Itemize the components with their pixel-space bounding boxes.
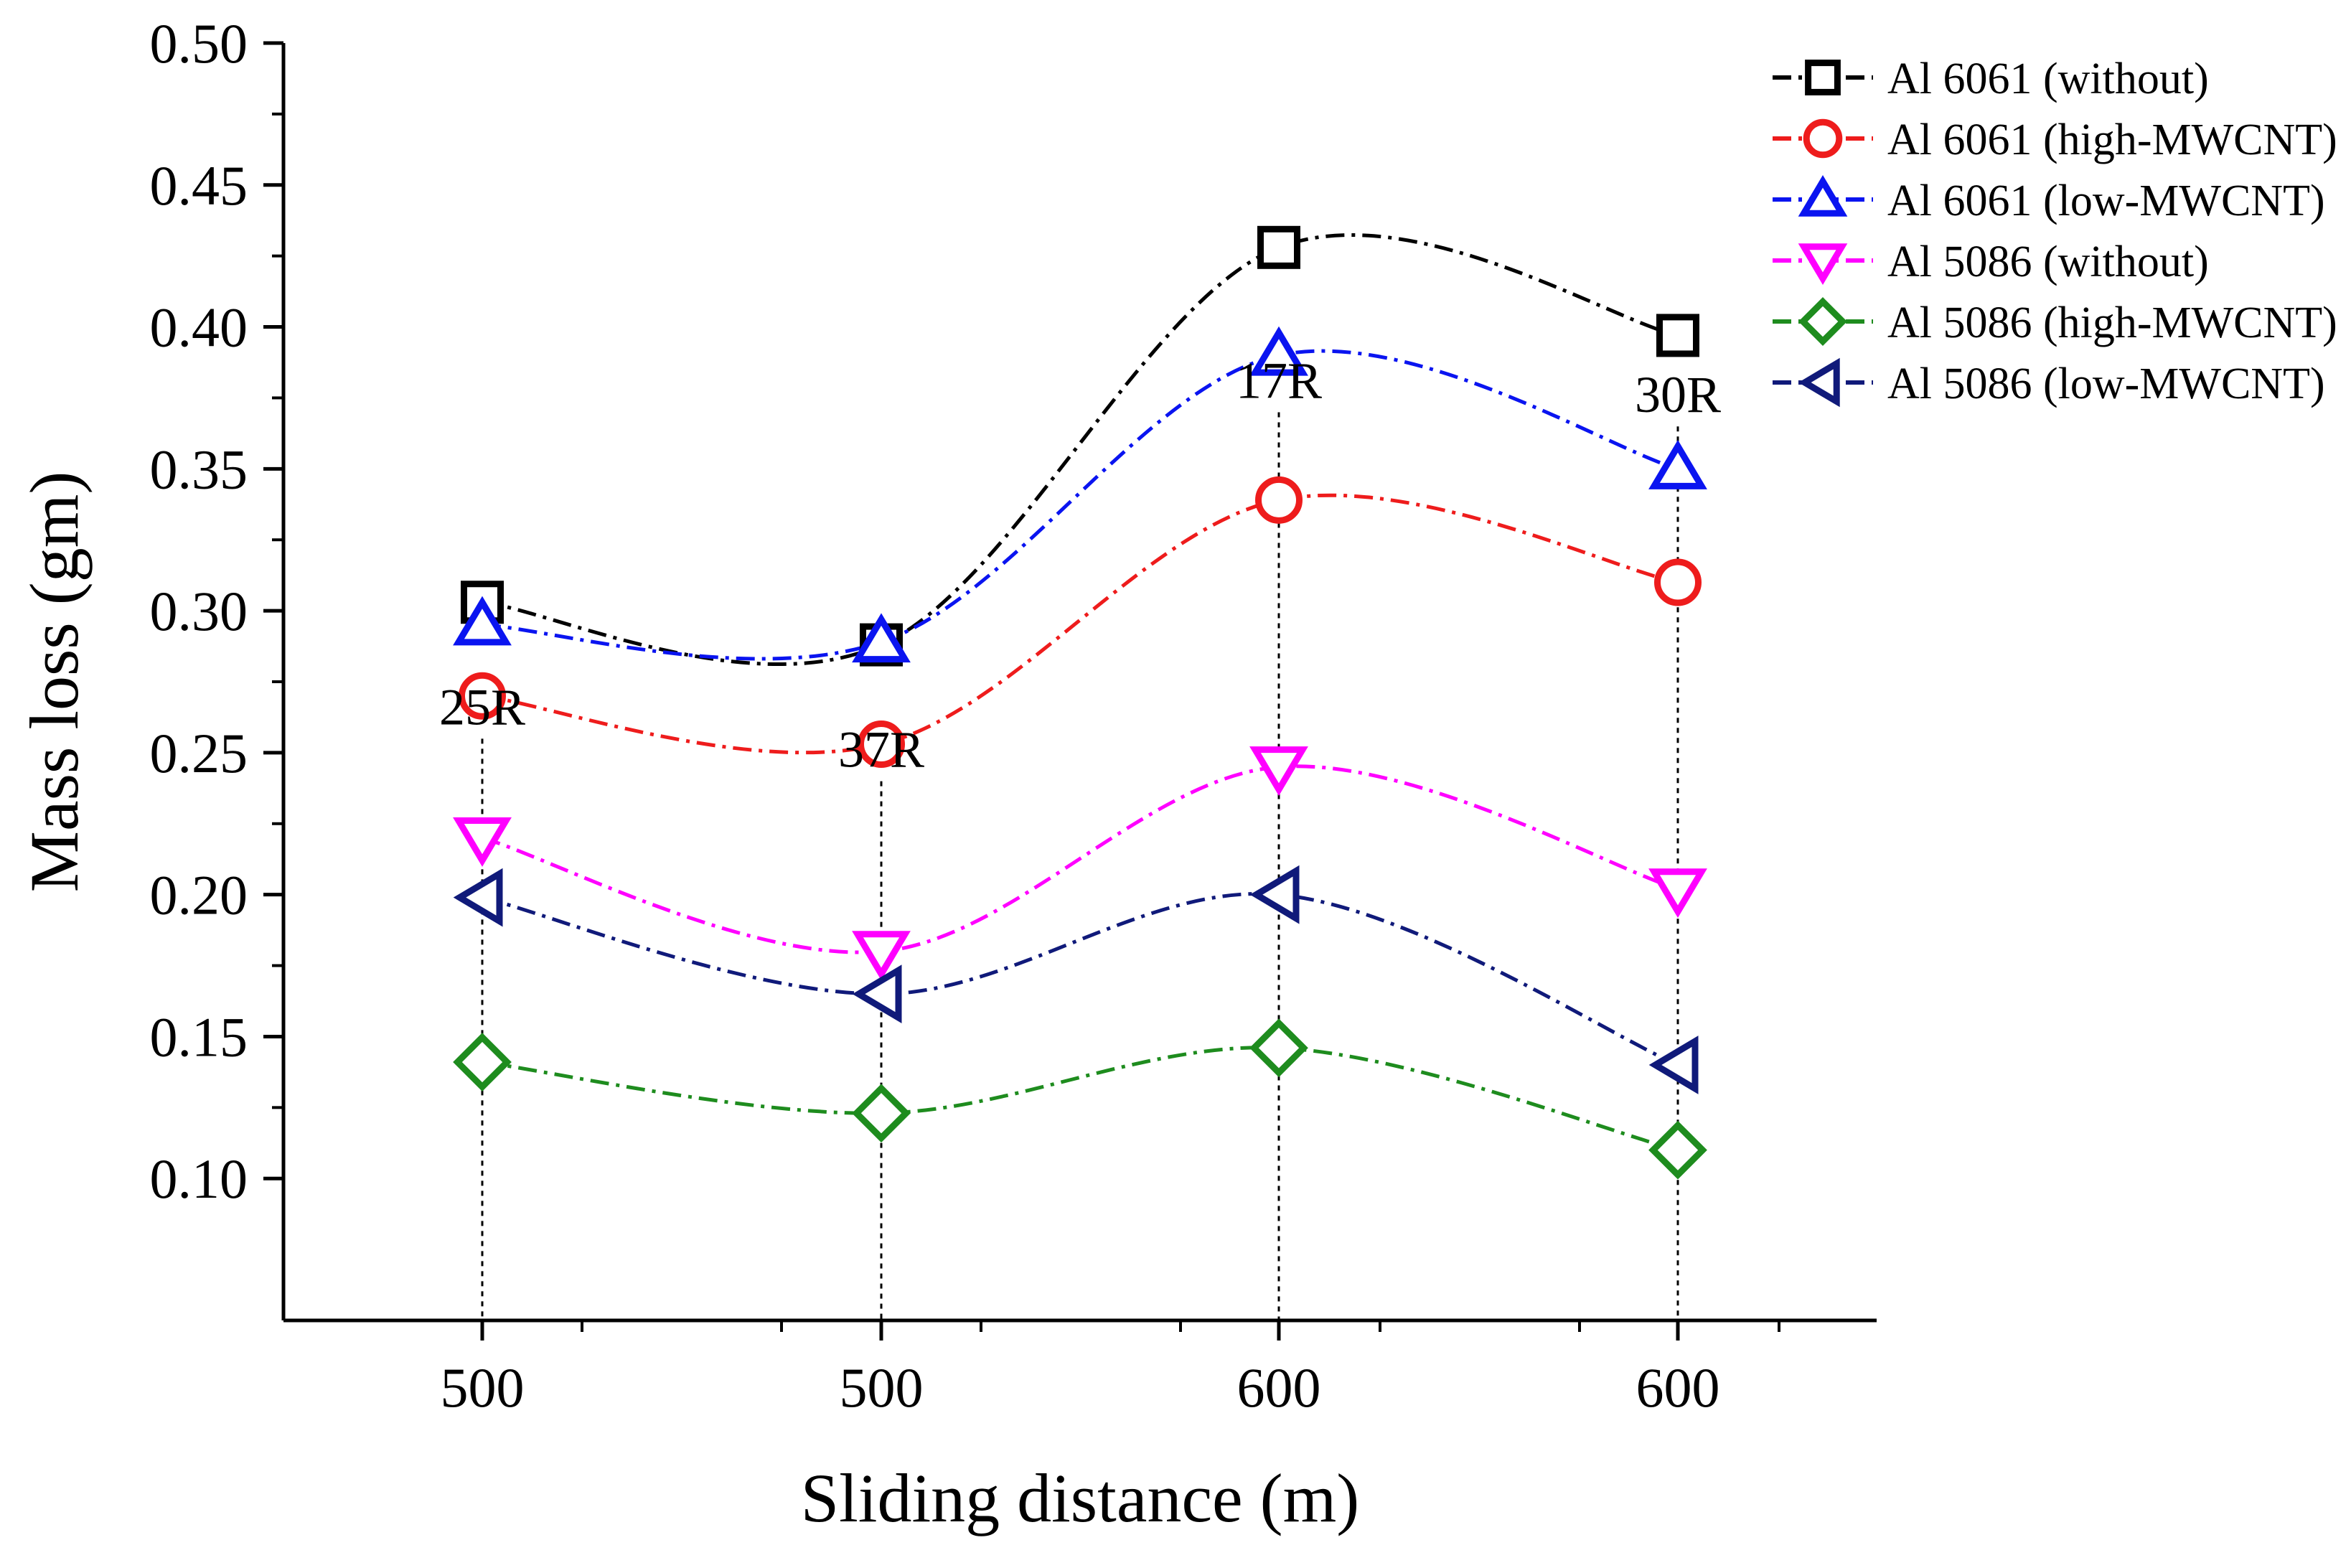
data-point (852, 613, 911, 663)
legend-marker (1805, 60, 1841, 95)
data-point (1257, 225, 1300, 269)
legend-label: Al 6061 (without) (1887, 55, 2209, 103)
y-tick-label: 0.40 (150, 296, 248, 359)
legend-marker (1798, 357, 1840, 408)
legend-label: Al 5086 (without) (1887, 238, 2209, 286)
series-line-3 (482, 764, 1679, 954)
y-tick-label: 0.30 (150, 580, 248, 642)
data-point (852, 964, 902, 1024)
data-point (1656, 314, 1699, 357)
y-axis-title: Mass loss (gm) (16, 471, 93, 893)
legend-marker (1798, 174, 1848, 217)
data-point (1648, 440, 1707, 489)
point-label: 30R (1635, 366, 1721, 423)
legend-item: Al 6061 (low-MWCNT) (1773, 174, 2325, 225)
legend-item: Al 5086 (low-MWCNT) (1773, 357, 2325, 408)
axes: 0.10 0.15 0.20 0.25 0.30 0.35 0.40 0.45 0.50 500 5… (150, 12, 1877, 1419)
data-point (453, 1033, 512, 1092)
data-point (1648, 1120, 1707, 1180)
y-tick-label: 0.50 (150, 12, 248, 75)
data-point (1249, 326, 1308, 376)
legend-label: Al 5086 (high-MWCNT) (1887, 299, 2337, 347)
y-tick-label: 0.10 (150, 1147, 248, 1210)
series-line-0 (482, 233, 1679, 667)
point-label: 37R (838, 721, 924, 779)
legend-item: Al 6061 (high-MWCNT) (1773, 116, 2337, 164)
legend-label: Al 5086 (low-MWCNT) (1887, 360, 2325, 408)
legend-marker (1798, 243, 1848, 286)
y-tick-label: 0.35 (150, 438, 248, 500)
series-lines (482, 233, 1679, 1152)
series-line-4 (482, 1046, 1679, 1152)
x-axis-title: Sliding distance (m) (801, 1460, 1360, 1536)
legend-marker (1798, 297, 1847, 346)
y-tick-label: 0.45 (150, 154, 248, 217)
x-tick-label: 500 (840, 1356, 924, 1419)
data-point (1654, 558, 1702, 606)
y-tick-label: 0.15 (150, 1005, 248, 1068)
x-tick-label: 500 (441, 1356, 525, 1419)
data-point (1255, 476, 1303, 524)
data-point (858, 720, 905, 769)
data-point (459, 672, 506, 720)
series-line-1 (482, 493, 1679, 755)
data-point (1249, 865, 1300, 924)
data-point (453, 817, 512, 867)
series-markers (453, 225, 1707, 1180)
point-label: 25R (439, 678, 525, 736)
x-tick-label: 600 (1636, 1356, 1720, 1419)
data-point (852, 1084, 911, 1143)
data-point (852, 931, 911, 981)
x-tick-label: 600 (1237, 1356, 1321, 1419)
data-point (1648, 868, 1707, 919)
data-point (1249, 1018, 1308, 1078)
series-line-2 (482, 349, 1679, 661)
legend-item: Al 5086 (high-MWCNT) (1773, 297, 2337, 347)
y-tick-label: 0.25 (150, 722, 248, 784)
legend-marker (1803, 118, 1843, 159)
data-point (453, 868, 503, 927)
y-tick-label: 0.20 (150, 864, 248, 926)
legend-label: Al 6061 (low-MWCNT) (1887, 177, 2325, 225)
legend-item: Al 6061 (without) (1773, 55, 2209, 103)
legend-label: Al 6061 (high-MWCNT) (1887, 116, 2337, 164)
point-labels: 25R 37R 17R 30R (439, 352, 1721, 778)
data-point (1249, 746, 1308, 796)
series-line-5 (482, 891, 1679, 1067)
data-point (1648, 1036, 1699, 1094)
gridlines (481, 412, 1679, 1320)
legend: Al 6061 (without) Al 6061 (high-MWCNT) Al … (1773, 55, 2337, 408)
data-point (453, 596, 512, 646)
legend-item: Al 5086 (without) (1773, 238, 2209, 286)
point-label: 17R (1236, 352, 1322, 409)
